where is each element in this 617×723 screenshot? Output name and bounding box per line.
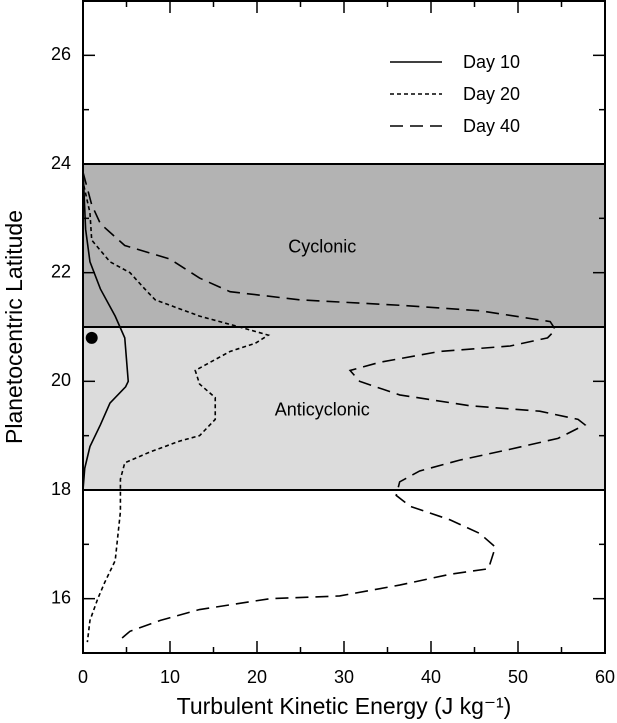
- y-axis-label: Planetocentric Latitude: [1, 210, 27, 444]
- x-tick-label: 30: [334, 667, 354, 687]
- x-tick-label: 40: [421, 667, 441, 687]
- y-tick-label: 18: [51, 479, 71, 499]
- region: [83, 327, 605, 490]
- legend-label: Day 40: [463, 116, 520, 136]
- x-tick-label: 50: [508, 667, 528, 687]
- region: [83, 164, 605, 327]
- x-axis-label: Turbulent Kinetic Energy (J kg⁻¹): [177, 693, 512, 719]
- marker: [85, 331, 98, 344]
- x-tick-label: 20: [247, 667, 267, 687]
- y-tick-label: 24: [51, 153, 71, 173]
- y-tick-label: 20: [51, 370, 71, 390]
- series-line: [83, 185, 271, 643]
- x-tick-label: 0: [78, 667, 88, 687]
- region-label: Anticyclonic: [275, 399, 370, 419]
- series-line: [82, 171, 587, 641]
- y-tick-label: 22: [51, 261, 71, 281]
- y-tick-label: 16: [51, 587, 71, 607]
- legend-label: Day 10: [463, 52, 520, 72]
- series-line: [82, 169, 130, 491]
- legend-label: Day 20: [463, 84, 520, 104]
- y-tick-label: 26: [51, 44, 71, 64]
- x-tick-label: 60: [595, 667, 615, 687]
- region-label: Cyclonic: [288, 236, 356, 256]
- x-tick-label: 10: [160, 667, 180, 687]
